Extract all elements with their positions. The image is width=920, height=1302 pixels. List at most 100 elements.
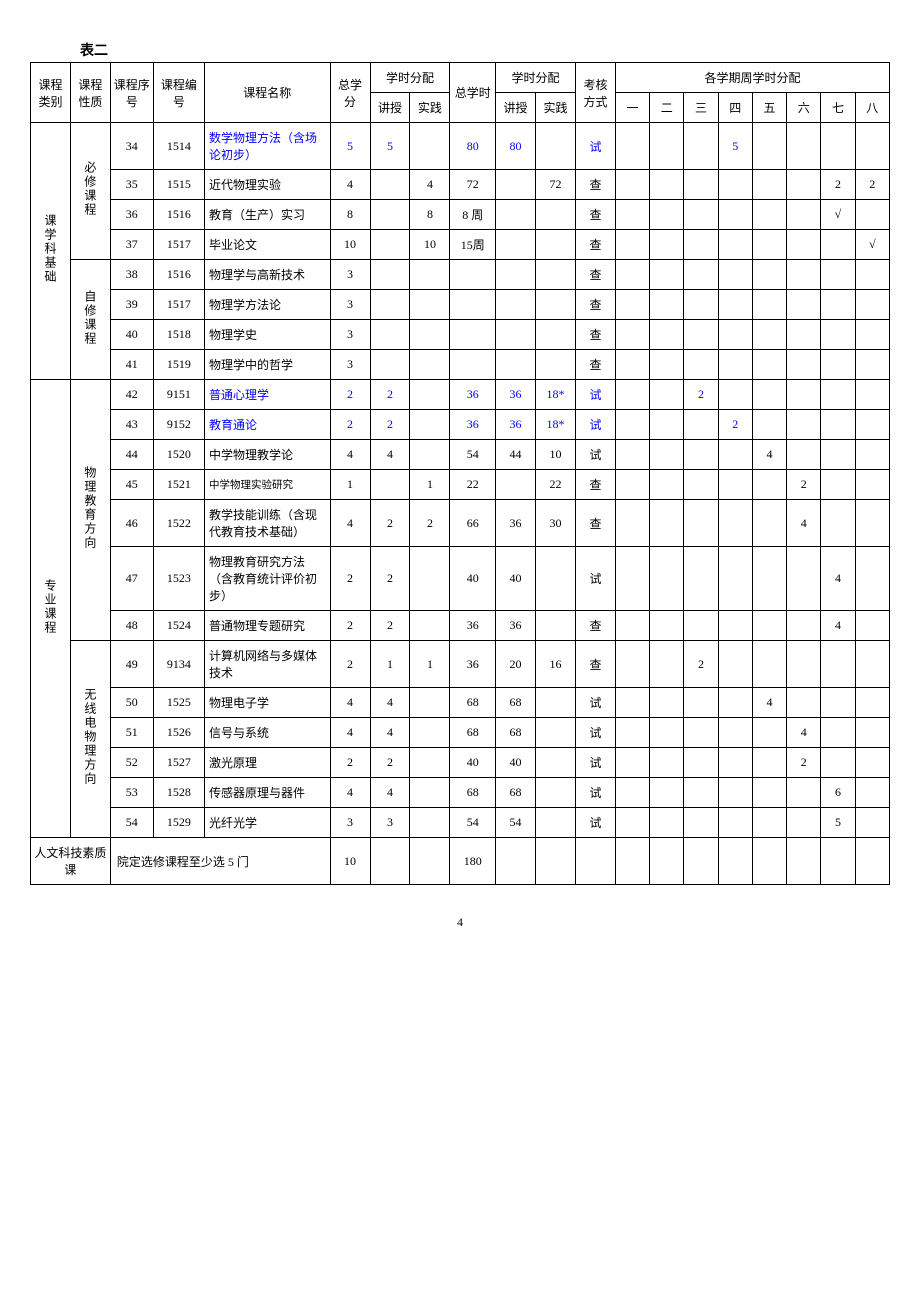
cell-p xyxy=(718,641,752,688)
cell-code: 1519 xyxy=(153,350,204,380)
cell-p: 2 xyxy=(684,641,718,688)
cell-name: 传感器原理与器件 xyxy=(205,778,331,808)
cell-sj2: 18* xyxy=(536,410,576,440)
cell-code: 1517 xyxy=(153,230,204,260)
cell-seq: 47 xyxy=(110,547,153,611)
cell-xf: 4 xyxy=(330,440,370,470)
cell-p xyxy=(684,470,718,500)
cell-p xyxy=(752,748,786,778)
table-row: 521527激光原理224040试2 xyxy=(31,748,890,778)
cell-zxs xyxy=(450,290,496,320)
cell-sj xyxy=(410,688,450,718)
cell-seq: 42 xyxy=(110,380,153,410)
cell-p xyxy=(615,320,649,350)
cell-code: 1522 xyxy=(153,500,204,547)
cell-xf: 3 xyxy=(330,290,370,320)
cell-p xyxy=(684,200,718,230)
cell-p xyxy=(752,170,786,200)
cell-p xyxy=(787,641,821,688)
cell-p xyxy=(752,290,786,320)
cell-p xyxy=(821,718,855,748)
cell-seq: 49 xyxy=(110,641,153,688)
cell-jc: 2 xyxy=(370,380,410,410)
cell-name: 中学物理教学论 xyxy=(205,440,331,470)
hdr-seq: 课程序号 xyxy=(110,63,153,123)
cell-code: 1525 xyxy=(153,688,204,718)
cell-seq: 44 xyxy=(110,440,153,470)
table-row: 361516教育（生产）实习888 周查√ xyxy=(31,200,890,230)
cell-p xyxy=(650,688,684,718)
cell-p xyxy=(787,290,821,320)
table-row: 391517物理学方法论3查 xyxy=(31,290,890,320)
cell-p: 4 xyxy=(787,718,821,748)
cell-zxs: 40 xyxy=(450,748,496,778)
cell-p xyxy=(650,470,684,500)
cell-kh: 查 xyxy=(575,260,615,290)
nat-physedu: 物理教育方向 xyxy=(70,380,110,641)
cell-xf: 4 xyxy=(330,688,370,718)
cell-zxs: 36 xyxy=(450,410,496,440)
hdr-totalhours: 总学时 xyxy=(450,63,496,123)
cell-sj2: 22 xyxy=(536,470,576,500)
cell-kh: 查 xyxy=(575,290,615,320)
cell-sj xyxy=(410,808,450,838)
cell-p xyxy=(821,470,855,500)
cell-jc2: 80 xyxy=(496,123,536,170)
cell-code: 1529 xyxy=(153,808,204,838)
cell-kh: 试 xyxy=(575,547,615,611)
cell-p: 2 xyxy=(787,470,821,500)
cell-p xyxy=(752,808,786,838)
cell-jc: 4 xyxy=(370,688,410,718)
cell-p xyxy=(684,778,718,808)
cell-jc2: 68 xyxy=(496,718,536,748)
cell-p xyxy=(718,290,752,320)
cell-sj xyxy=(410,748,450,778)
cell-code: 9134 xyxy=(153,641,204,688)
cell-kh: 查 xyxy=(575,230,615,260)
cell-jc2 xyxy=(496,260,536,290)
cell-p xyxy=(787,440,821,470)
cell-p xyxy=(787,260,821,290)
cell-p xyxy=(615,778,649,808)
cell-p xyxy=(855,123,889,170)
hdr-dist2: 学时分配 xyxy=(496,63,576,93)
cell-p: 4 xyxy=(821,611,855,641)
cell-name: 物理学方法论 xyxy=(205,290,331,320)
cell-sj xyxy=(410,380,450,410)
cell-p xyxy=(787,230,821,260)
cell-p xyxy=(615,500,649,547)
cell-code: 1515 xyxy=(153,170,204,200)
table-row: 541529光纤光学335454试5 xyxy=(31,808,890,838)
cell-xf: 2 xyxy=(330,611,370,641)
cell-p xyxy=(615,230,649,260)
cell-jc xyxy=(370,290,410,320)
cell-p xyxy=(855,688,889,718)
cell-kh: 试 xyxy=(575,778,615,808)
cell-sj xyxy=(410,611,450,641)
cell-p: 4 xyxy=(752,440,786,470)
cell-jc2: 68 xyxy=(496,688,536,718)
cell-p xyxy=(855,547,889,611)
cell-sj: 1 xyxy=(410,641,450,688)
cell-sj xyxy=(410,778,450,808)
cell-p xyxy=(615,123,649,170)
table-title: 表二 xyxy=(80,40,890,60)
cell-jc: 2 xyxy=(370,748,410,778)
cell-name: 普通心理学 xyxy=(205,380,331,410)
hdr-s1: 一 xyxy=(615,93,649,123)
cell-zxs: 66 xyxy=(450,500,496,547)
cell-p xyxy=(650,380,684,410)
cell-p xyxy=(615,260,649,290)
hdr-s2: 二 xyxy=(650,93,684,123)
cell-p xyxy=(752,200,786,230)
cell-seq: 45 xyxy=(110,470,153,500)
table-row: 401518物理学史3查 xyxy=(31,320,890,350)
cell-name: 毕业论文 xyxy=(205,230,331,260)
cell-jc2: 54 xyxy=(496,808,536,838)
cell-p xyxy=(821,748,855,778)
cell-kh: 查 xyxy=(575,641,615,688)
hdr-pra2: 实践 xyxy=(536,93,576,123)
cell-seq: 54 xyxy=(110,808,153,838)
cell-p xyxy=(650,718,684,748)
cell-seq: 52 xyxy=(110,748,153,778)
